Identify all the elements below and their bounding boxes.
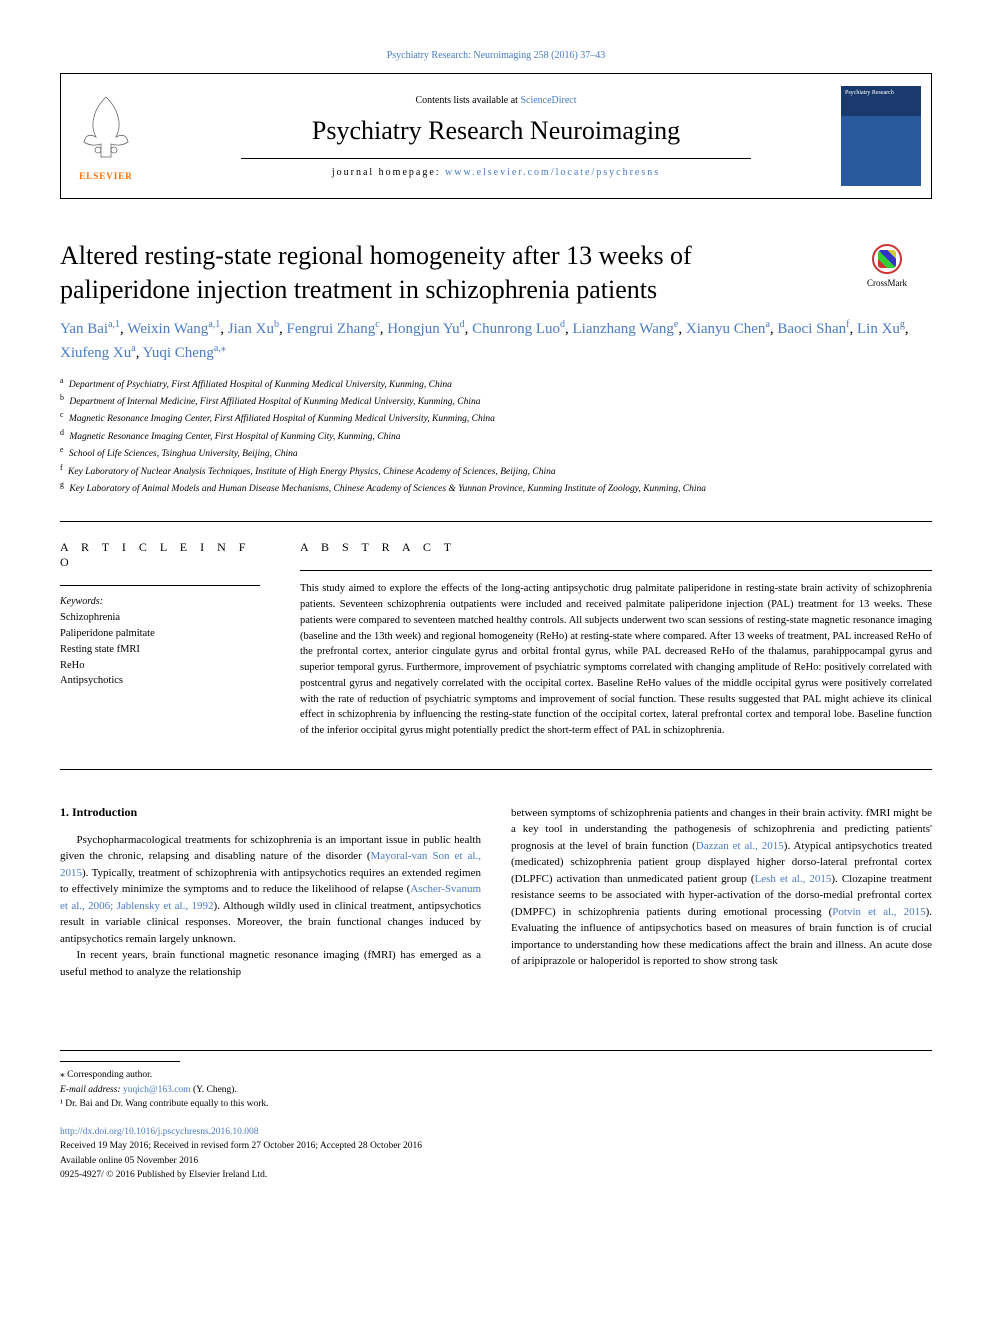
abstract-heading: A B S T R A C T — [300, 540, 932, 555]
author-link[interactable]: Yuqi Cheng — [143, 345, 214, 361]
copyright-line: 0925-4927/ © 2016 Published by Elsevier … — [60, 1168, 932, 1182]
article-info-sidebar: A R T I C L E I N F O Keywords: Schizoph… — [60, 540, 260, 739]
author-link[interactable]: Chunrong Luo — [472, 321, 560, 337]
corresponding-email-link[interactable]: yuqich@163.com — [123, 1085, 191, 1095]
citation-header: Psychiatry Research: Neuroimaging 258 (2… — [60, 50, 932, 61]
crossmark-badge[interactable]: CrossMark — [842, 244, 932, 288]
journal-name: Psychiatry Research Neuroimaging — [151, 116, 841, 146]
available-online: Available online 05 November 2016 — [60, 1154, 932, 1168]
intro-heading: 1. Introduction — [60, 805, 481, 820]
author-link[interactable]: Baoci Shan — [777, 321, 846, 337]
affiliations-list: a Department of Psychiatry, First Affili… — [60, 375, 932, 497]
corresponding-author-note: ⁎ Corresponding author. — [60, 1068, 932, 1082]
keywords-label: Keywords: — [60, 596, 260, 607]
author-link[interactable]: Fengrui Zhang — [287, 321, 376, 337]
author-link[interactable]: Yan Bai — [60, 321, 108, 337]
body-column-right: between symptoms of schizophrenia patien… — [511, 805, 932, 981]
sciencedirect-link[interactable]: ScienceDirect — [520, 95, 576, 106]
author-link[interactable]: Hongjun Yu — [387, 321, 459, 337]
keywords-list: SchizophreniaPaliperidone palmitateResti… — [60, 610, 260, 689]
author-link[interactable]: Lianzhang Wang — [573, 321, 674, 337]
article-info-heading: A R T I C L E I N F O — [60, 540, 260, 570]
journal-homepage-link[interactable]: www.elsevier.com/locate/psychresns — [445, 167, 660, 178]
elsevier-name: ELSEVIER — [71, 171, 141, 181]
elsevier-logo: ELSEVIER — [61, 92, 151, 181]
received-dates: Received 19 May 2016; Received in revise… — [60, 1139, 932, 1153]
intro-text-left: Psychopharmacological treatments for sch… — [60, 832, 481, 981]
body-column-left: 1. Introduction Psychopharmacological tr… — [60, 805, 481, 981]
author-link[interactable]: Xiufeng Xu — [60, 345, 131, 361]
equal-contribution-note: ¹ Dr. Bai and Dr. Wang contribute equall… — [60, 1097, 932, 1111]
article-title: Altered resting-state regional homogenei… — [60, 239, 822, 307]
crossmark-label: CrossMark — [842, 278, 932, 288]
author-link[interactable]: Weixin Wang — [127, 321, 208, 337]
crossmark-icon — [872, 244, 902, 274]
journal-homepage: journal homepage: www.elsevier.com/locat… — [151, 167, 841, 178]
journal-header-box: ELSEVIER Contents lists available at Sci… — [60, 73, 932, 199]
author-link[interactable]: Lin Xu — [857, 321, 900, 337]
journal-cover-thumbnail: Psychiatry Research — [841, 86, 921, 186]
email-line: E-mail address: yuqich@163.com (Y. Cheng… — [60, 1083, 932, 1097]
page-footer: ⁎ Corresponding author. E-mail address: … — [60, 1050, 932, 1182]
authors-list: Yan Baia,1, Weixin Wanga,1, Jian Xub, Fe… — [60, 317, 932, 365]
elsevier-tree-icon — [76, 92, 136, 162]
intro-text-right: between symptoms of schizophrenia patien… — [511, 805, 932, 970]
author-link[interactable]: Xianyu Chen — [686, 321, 766, 337]
abstract-column: A B S T R A C T This study aimed to expl… — [300, 540, 932, 739]
doi-link[interactable]: http://dx.doi.org/10.1016/j.pscychresns.… — [60, 1127, 259, 1137]
author-link[interactable]: Jian Xu — [228, 321, 274, 337]
abstract-text: This study aimed to explore the effects … — [300, 581, 932, 739]
contents-available: Contents lists available at ScienceDirec… — [151, 95, 841, 106]
